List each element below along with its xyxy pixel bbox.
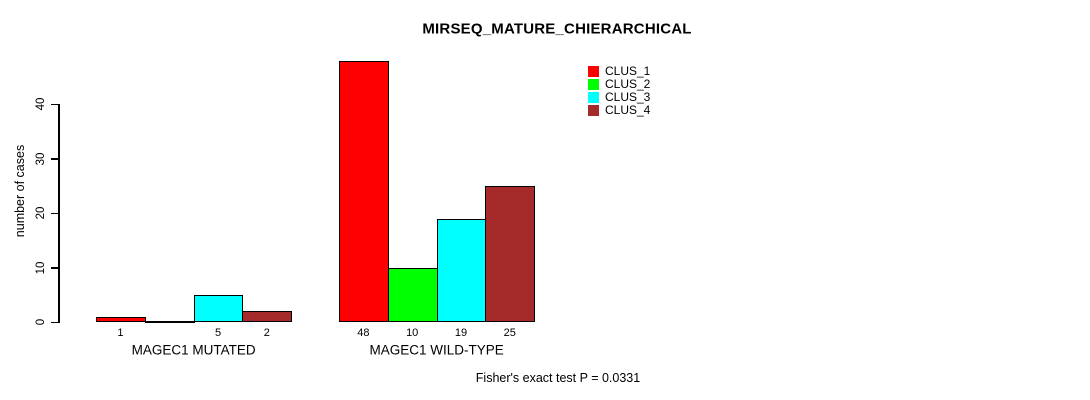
- fisher-test-annotation: Fisher's exact test P = 0.0331: [475, 371, 641, 385]
- y-tick-mark: [51, 158, 58, 160]
- legend-label: CLUS_3: [605, 90, 651, 104]
- y-tick-label: 30: [35, 152, 47, 166]
- legend-row-clus_3: CLUS_3: [588, 90, 651, 104]
- bar-CLUS_1-wild-type: [339, 61, 389, 322]
- bar-CLUS_2-zero: [144, 321, 195, 323]
- bar-value-label: 10: [406, 327, 419, 339]
- y-tick-mark: [51, 212, 58, 215]
- bar-value-label: 19: [454, 327, 468, 339]
- legend-row-clus_4: CLUS_4: [588, 103, 651, 117]
- legend: CLUS_1 CLUS_2 CLUS_3 CLUS_4: [588, 64, 651, 117]
- y-tick-label: 0: [35, 318, 47, 326]
- legend-swatch-clus_1: [588, 66, 599, 77]
- bar-value-label: 2: [263, 327, 270, 339]
- y-axis-label: number of cases: [13, 144, 27, 238]
- y-tick-label: 10: [35, 261, 47, 274]
- y-tick-mark: [51, 267, 58, 269]
- bar-CLUS_3-wild-type: [436, 219, 487, 322]
- y-tick-label: 20: [35, 206, 47, 220]
- legend-row-clus_2: CLUS_2: [588, 77, 651, 91]
- legend-swatch-clus_2: [588, 79, 599, 90]
- bar-CLUS_1-mutated: [96, 317, 146, 322]
- y-tick-mark: [51, 103, 58, 106]
- bar-value-label: 48: [357, 327, 370, 339]
- group-label-mutated: MAGEC1 MUTATED: [131, 342, 256, 358]
- chart-title: MIRSEQ_MATURE_CHIERARCHICAL: [422, 20, 692, 38]
- y-tick-label: 40: [35, 97, 47, 111]
- group-label-wild-type: MAGEC1 WILD-TYPE: [369, 342, 504, 358]
- bar-value-label: 1: [117, 327, 124, 339]
- legend-label: CLUS_4: [605, 103, 651, 117]
- legend-label: CLUS_2: [605, 77, 651, 91]
- bar-CLUS_4-wild-type: [485, 186, 536, 322]
- legend-label: CLUS_1: [605, 64, 651, 78]
- bar-value-label: 25: [503, 327, 516, 339]
- legend-swatch-clus_3: [588, 92, 599, 103]
- y-tick-mark: [51, 321, 58, 323]
- legend-row-clus_1: CLUS_1: [588, 64, 651, 78]
- bar-CLUS_2-wild-type: [387, 268, 438, 322]
- bar-value-label: 5: [214, 327, 222, 339]
- bar-CLUS_4-mutated: [242, 311, 293, 322]
- bar-CLUS_3-mutated: [193, 295, 244, 322]
- y-axis-line: [58, 104, 60, 323]
- legend-swatch-clus_4: [588, 105, 599, 116]
